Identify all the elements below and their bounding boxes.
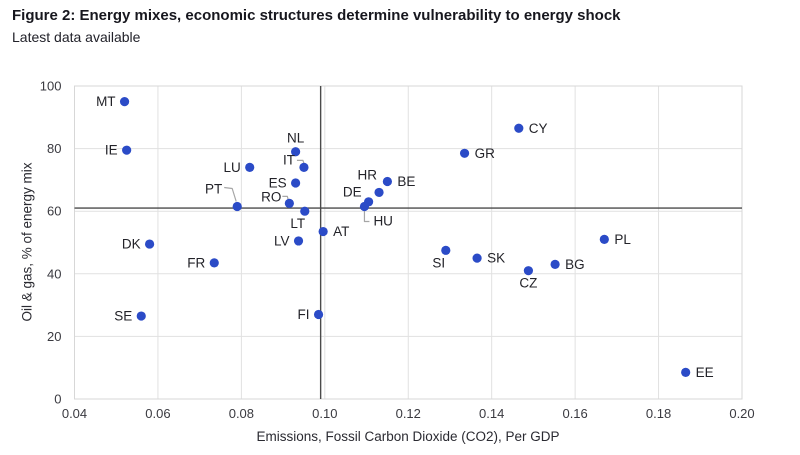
point-label-IE: IE [105, 143, 118, 158]
data-point-AT [318, 226, 328, 237]
data-point-PT [232, 201, 242, 212]
point-label-LU: LU [223, 160, 240, 175]
data-point-SE [136, 311, 146, 321]
point-label-HU: HU [373, 214, 393, 229]
data-point-MT [119, 97, 130, 107]
point-label-LV: LV [274, 233, 290, 248]
point-label-MT: MT [96, 94, 116, 109]
point-label-DE: DE [343, 184, 362, 199]
x-tick-label: 0.06 [145, 406, 170, 421]
data-point-CZ [523, 266, 534, 276]
x-tick-label: 0.16 [562, 406, 587, 421]
data-point-ES [291, 178, 301, 188]
data-point-GR [459, 148, 470, 158]
point-label-GR: GR [475, 146, 496, 161]
point-label-IT: IT [283, 152, 295, 167]
data-point-FI [313, 309, 324, 320]
x-tick-label: 0.08 [229, 406, 254, 421]
point-label-ES: ES [269, 176, 287, 191]
data-point-IT [299, 162, 309, 172]
point-label-AT: AT [333, 224, 349, 239]
point-label-SI: SI [432, 255, 445, 270]
data-point-IE [122, 145, 132, 155]
x-axis-title: Emissions, Fossil Carbon Dioxide (CO2), … [256, 429, 560, 444]
label-leader-line-IT [296, 159, 305, 164]
x-tick-label: 0.12 [396, 406, 421, 421]
point-label-PL: PL [614, 232, 631, 247]
data-point-FR [209, 258, 219, 268]
data-point-LV [293, 236, 304, 246]
y-tick-label: 100 [40, 79, 62, 94]
data-point-SI [441, 245, 451, 255]
data-point-LT [300, 206, 310, 216]
data-point-LU [245, 162, 255, 172]
data-point-SK [472, 253, 482, 263]
figure-title: Figure 2: Energy mixes, economic structu… [12, 7, 621, 24]
plot-area-border [74, 85, 743, 400]
point-label-RO: RO [261, 189, 281, 204]
x-tick-label: 0.04 [62, 406, 87, 421]
label-leader-line-PT [224, 186, 237, 202]
data-point-CY [514, 123, 524, 133]
y-tick-label: 0 [54, 392, 61, 407]
y-tick-label: 80 [47, 141, 61, 156]
data-point-HU [359, 201, 370, 212]
point-label-FI: FI [298, 307, 310, 322]
point-label-BG: BG [565, 257, 585, 272]
data-point-NL [291, 147, 301, 157]
point-label-DK: DK [122, 237, 141, 252]
y-axis-title: Oil & gas, % of energy mix [19, 162, 35, 322]
point-label-BE: BE [397, 174, 415, 189]
figure-subtitle: Latest data available [12, 29, 141, 45]
point-label-LT: LT [290, 216, 305, 231]
data-point-HR [374, 187, 384, 198]
data-point-PL [599, 234, 609, 244]
y-tick-label: 40 [47, 266, 61, 281]
data-point-EE [681, 367, 691, 377]
y-tick-label: 60 [47, 204, 61, 219]
point-label-HR: HR [358, 167, 378, 182]
point-label-SK: SK [487, 251, 505, 266]
point-label-NL: NL [287, 131, 305, 146]
data-point-RO [284, 198, 294, 208]
data-point-BG [550, 259, 560, 270]
label-leader-line-HU [363, 210, 370, 223]
y-tick-label: 20 [47, 329, 61, 344]
x-tick-label: 0.14 [479, 406, 504, 421]
data-point-BE [382, 176, 392, 187]
x-tick-label: 0.10 [312, 406, 337, 421]
point-label-PT: PT [205, 182, 222, 197]
point-label-CY: CY [529, 121, 548, 136]
data-point-DK [144, 239, 155, 249]
point-label-SE: SE [114, 309, 132, 324]
point-label-CZ: CZ [519, 276, 537, 291]
point-label-FR: FR [187, 255, 205, 270]
x-tick-label: 0.20 [729, 406, 754, 421]
point-label-EE: EE [696, 365, 714, 380]
x-tick-label: 0.18 [646, 406, 671, 421]
